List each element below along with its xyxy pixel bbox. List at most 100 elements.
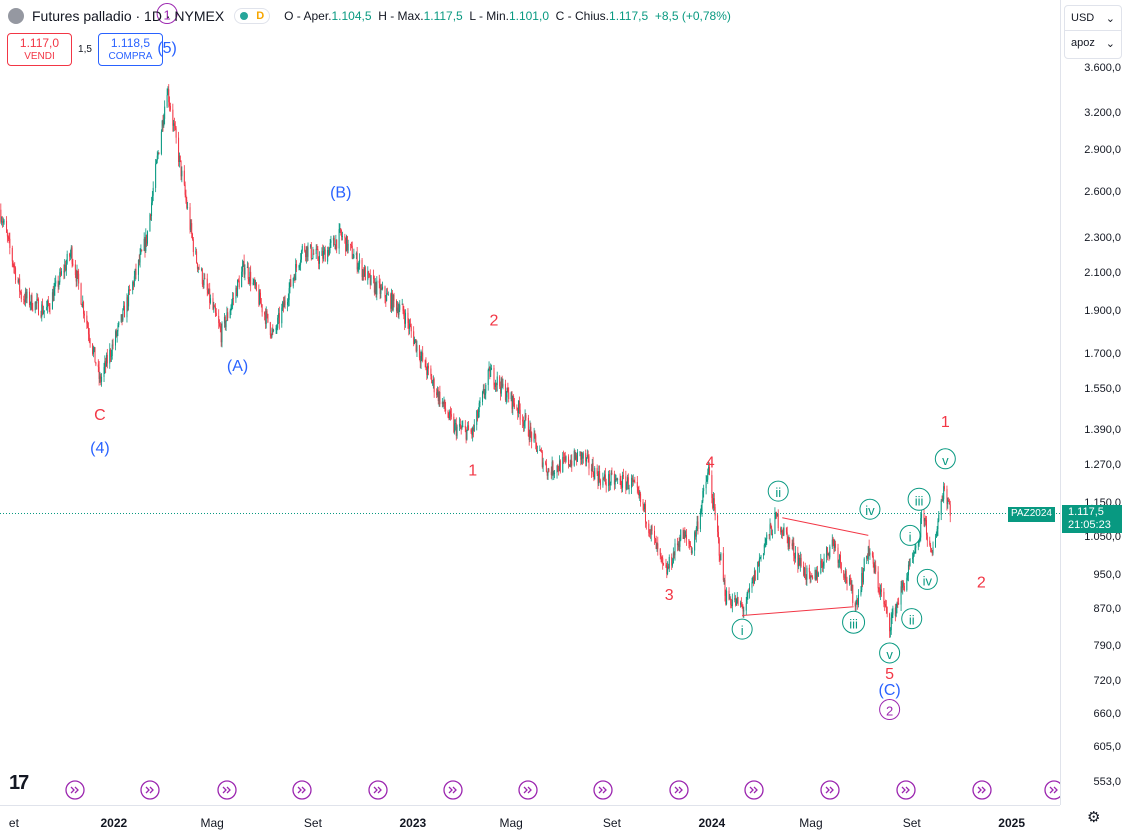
candle-body [900, 586, 902, 605]
candle-body [98, 366, 100, 379]
currency-dropdown[interactable]: USD ⌄ [1065, 6, 1121, 31]
candle-body [797, 552, 799, 567]
candle-body [759, 558, 761, 560]
market-status-pill[interactable]: D [234, 8, 271, 24]
candle-body [749, 587, 751, 592]
candle-body [367, 271, 369, 281]
candle-body [883, 591, 885, 605]
wave-label: iv [923, 573, 933, 588]
buy-button[interactable]: 1.118,5 COMPRA [98, 33, 163, 66]
price-chart[interactable]: 1(5)C(4)(A)(B)2134iiiiiiivv5(C)2iiiiiiiv… [0, 0, 1060, 805]
candle-body [380, 287, 382, 294]
candle-body [190, 223, 192, 230]
open-value: 1.104,5 [331, 9, 372, 23]
candle-body [178, 137, 180, 162]
candle-body [625, 476, 627, 490]
currency-unit-selector[interactable]: USD ⌄ apoz ⌄ [1064, 5, 1122, 59]
unit-dropdown[interactable]: apoz ⌄ [1065, 31, 1121, 55]
candle-body [632, 480, 634, 482]
candle-body [828, 553, 830, 558]
candle-body [187, 207, 189, 209]
candle-body [831, 539, 833, 547]
wave-label: (C) [879, 682, 901, 699]
candle-body [127, 297, 129, 307]
candle-body [660, 554, 662, 557]
candle-body [315, 248, 317, 254]
candle-body [558, 469, 560, 471]
candle-body [901, 586, 903, 588]
close-value: 1.117,5 [609, 9, 649, 23]
candle-body [309, 244, 311, 248]
candle-body [844, 577, 846, 579]
candle-body [379, 283, 381, 294]
last-price-label: 1.117,5 21:05:23 [1062, 505, 1122, 534]
candle-body [885, 606, 887, 608]
price-axis[interactable]: 553,0 605,0 660,0 720,0 790,0 870,0 950,0 1.050… [1060, 0, 1124, 805]
candle-body [690, 546, 692, 548]
candle-body [677, 543, 679, 546]
candle-body [654, 530, 656, 539]
candle-body [832, 539, 834, 541]
candle-body [736, 597, 738, 599]
time-axis[interactable]: et 2022 Mag Set 2023 Mag Set 2024 Mag Set 2025 [0, 805, 1060, 833]
candle-body [891, 614, 893, 618]
candle-body [151, 195, 153, 203]
candle-body [313, 253, 315, 255]
candle-body [728, 590, 730, 600]
candle-body [42, 304, 44, 314]
candle-body [499, 376, 501, 387]
candle-body [432, 382, 434, 384]
candle-body [478, 403, 480, 413]
candle-body [137, 260, 139, 275]
candle-body [436, 392, 438, 396]
trade-buttons: 1.117,0 VENDI 1,5 1.118,5 COMPRA [7, 33, 163, 66]
candle-body [229, 310, 231, 319]
candle-body [318, 255, 320, 264]
price-tick-label: 2.300,0 [1084, 232, 1121, 245]
candle-body [591, 463, 593, 472]
candle-body [873, 563, 875, 573]
candle-body [168, 89, 170, 103]
candle-body [794, 552, 796, 559]
candle-body [426, 369, 428, 375]
candle-body [269, 322, 271, 335]
candle-body [482, 389, 484, 392]
candle-body [764, 543, 766, 546]
market-open-icon [240, 12, 249, 20]
settings-gear-icon[interactable]: ⚙ [1087, 809, 1101, 826]
delayed-badge: D [256, 10, 265, 22]
candle-body [52, 292, 54, 301]
symbol-title[interactable]: Futures palladio · 1D · NYMEX [32, 8, 225, 24]
candle-body [822, 565, 824, 568]
candle-body [15, 268, 17, 281]
candle-body [198, 267, 200, 270]
time-tick-label: Mag [799, 816, 823, 830]
candle-body [470, 430, 472, 432]
tradingview-logo[interactable]: 17 [9, 772, 29, 794]
candle-body [192, 239, 194, 253]
candle-body [427, 365, 429, 375]
candle-body [912, 557, 914, 559]
candle-body [649, 533, 651, 535]
candle-body [936, 529, 938, 536]
candle-body [696, 521, 698, 529]
candle-body [117, 325, 119, 332]
candle-body [495, 382, 497, 387]
candle-body [397, 307, 399, 315]
candle-body [210, 298, 212, 303]
candle-body [448, 417, 450, 419]
candle-body [115, 331, 117, 337]
candle-body [731, 604, 733, 607]
candle-body [862, 570, 864, 583]
candle-body [368, 271, 370, 274]
candle-body [617, 478, 619, 480]
candle-body [948, 501, 950, 505]
candle-body [192, 233, 194, 240]
candle-body [439, 391, 441, 405]
candle-body [422, 352, 424, 361]
candle-body [65, 263, 67, 271]
candle-body [255, 282, 257, 291]
sell-button[interactable]: 1.117,0 VENDI [7, 33, 72, 66]
candle-body [690, 546, 692, 553]
candle-body [150, 214, 152, 216]
